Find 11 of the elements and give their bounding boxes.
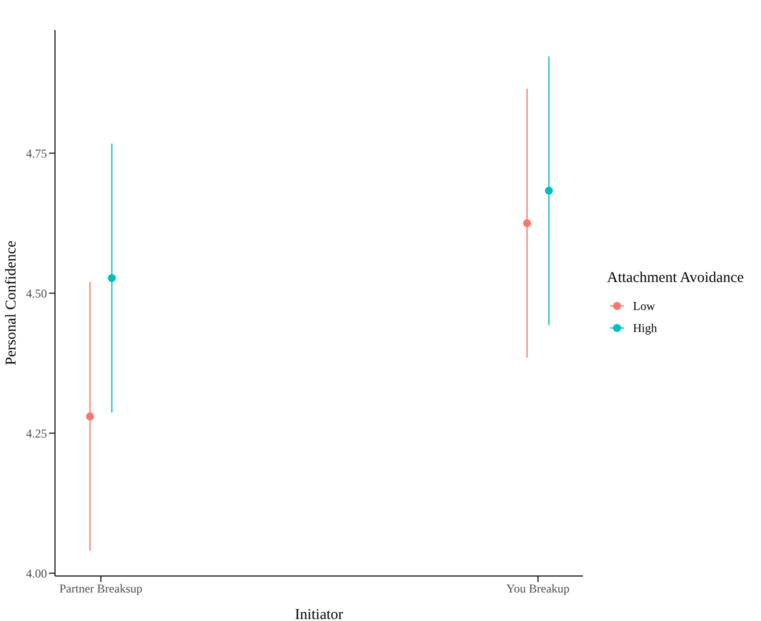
y-tick-label: 4.25: [26, 426, 47, 440]
x-tick-label: You Breakup: [506, 582, 570, 596]
y-axis-title: Personal Confidence: [3, 240, 20, 366]
x-axis-title: Initiator: [294, 607, 344, 621]
legend-title: Attachment Avoidance: [607, 270, 744, 287]
y-tick-label: 4.75: [26, 146, 47, 160]
y-tick-label: 4.00: [26, 566, 47, 580]
y-tick-label: 4.50: [26, 286, 47, 300]
legend-label: Low: [633, 298, 655, 314]
legend-label: High: [633, 320, 657, 336]
x-tick-label: Partner Breaksup: [59, 582, 142, 596]
